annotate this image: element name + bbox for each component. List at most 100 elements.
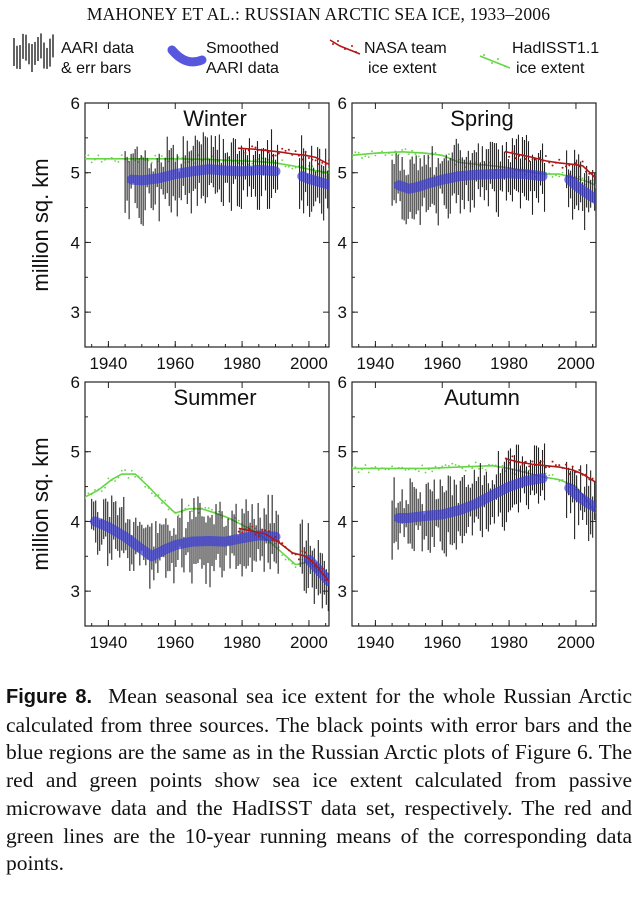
hadisst-point: [414, 153, 417, 156]
smoothed-band: [564, 174, 596, 205]
hadisst-point: [461, 467, 464, 470]
hadisst-point: [407, 153, 410, 155]
hadisst-point: [374, 154, 377, 157]
legend-nasa-point: [337, 40, 339, 42]
nasa-point: [574, 162, 577, 165]
y-tick-label: 5: [338, 164, 347, 183]
y-tick-label: 6: [338, 94, 347, 113]
y-tick-label: 6: [71, 94, 80, 113]
legend-nasa-point: [351, 45, 353, 47]
legend-smoothed-line1: Smoothed: [206, 40, 279, 57]
hadisst-point: [85, 154, 86, 157]
hadisst-point: [464, 469, 467, 472]
y-tick-label: 3: [71, 582, 80, 601]
plot-area: [352, 134, 596, 231]
hadisst-point: [367, 471, 370, 474]
nasa-point: [544, 155, 547, 158]
hadisst-point: [544, 472, 547, 475]
hadisst-point: [147, 159, 150, 162]
hadisst-point: [150, 161, 153, 164]
hadisst-point: [434, 465, 437, 468]
x-tick-label: 1960: [156, 354, 194, 373]
hadisst-point: [127, 476, 130, 479]
legend-smoothed-band: [167, 45, 207, 67]
nasa-point: [284, 149, 287, 152]
legend-smoothed-swatch: [167, 45, 207, 67]
hadisst-point: [154, 495, 157, 497]
smoothed-band: [393, 168, 548, 194]
legend: AARI data & err bars Smoothed AARI data …: [13, 33, 599, 77]
hadisst-point: [160, 502, 163, 504]
seasonal-sea-ice-figure: AARI data & err bars Smoothed AARI data …: [13, 33, 599, 652]
nasa-point: [317, 162, 320, 165]
legend-hadisst-point: [483, 54, 485, 56]
panel-title: Autumn: [444, 385, 520, 410]
hadisst-point: [454, 463, 457, 466]
nasa-point: [301, 550, 304, 553]
hadisst-point: [281, 159, 284, 162]
nasa-point: [511, 455, 514, 458]
nasa-point: [521, 463, 524, 466]
hadisst-point: [117, 161, 120, 163]
hadisst-point: [85, 497, 86, 500]
hadisst-point: [551, 473, 554, 476]
smoothed-band: [393, 473, 548, 523]
nasa-point: [301, 158, 304, 161]
hadisst-point: [384, 154, 387, 156]
nasa-point: [564, 165, 567, 168]
nasa-point: [514, 157, 517, 160]
hadisst-point: [411, 149, 414, 152]
y-tick-label: 6: [338, 373, 347, 392]
hadisst-point: [424, 471, 427, 474]
x-tick-label: 1980: [223, 354, 261, 373]
y-tick-label: 3: [71, 303, 80, 322]
nasa-point: [274, 154, 277, 157]
nasa-point: [554, 464, 557, 467]
x-tick-label: 1940: [356, 633, 394, 652]
nasa-point: [531, 460, 534, 463]
hadisst-point: [160, 155, 163, 157]
hadisst-point: [107, 477, 110, 480]
x-tick-label: 1940: [89, 633, 127, 652]
y-tick-label: 3: [338, 582, 347, 601]
hadisst-point: [451, 462, 454, 465]
x-tick-label: 1940: [89, 354, 127, 373]
nasa-point: [237, 530, 240, 533]
legend-aari-line2: & err bars: [61, 60, 131, 77]
hadisst-point: [361, 157, 363, 159]
legend-hadisst-line2: ice extent: [516, 60, 585, 77]
legend-aari-swatch: [13, 33, 54, 72]
plot-frame: [351, 102, 597, 348]
x-tick-label: 2000: [290, 354, 328, 373]
y-axis-label: million sq. km: [28, 158, 53, 291]
hadisst-point: [474, 461, 477, 464]
hadisst-point: [87, 492, 90, 495]
legend-nasa-point: [344, 48, 346, 50]
x-tick-label: 1980: [490, 633, 528, 652]
nasa-point: [297, 558, 300, 561]
legend-nasa-point: [355, 51, 357, 53]
nasa-point: [294, 150, 297, 153]
hadisst-point: [401, 149, 404, 151]
hadisst-point: [100, 490, 103, 493]
legend-nasa-line2: ice extent: [368, 60, 437, 77]
nasa-point: [541, 460, 544, 463]
hadisst-point: [104, 486, 106, 489]
x-tick-label: 1980: [223, 633, 261, 652]
smoothed-band: [90, 516, 281, 562]
nasa-point: [511, 150, 514, 153]
hadisst-point: [551, 176, 554, 178]
y-tick-label: 5: [338, 443, 347, 462]
y-tick-label: 5: [71, 164, 80, 183]
hadisst-point: [114, 160, 116, 162]
nasa-point: [251, 145, 254, 148]
hadisst-point: [284, 165, 287, 168]
hadisst-point: [150, 492, 153, 495]
legend-hadisst-point: [497, 58, 499, 60]
hadisst-point: [484, 468, 487, 471]
nasa-line: [505, 151, 596, 179]
hadisst-point: [367, 156, 370, 159]
hadisst-point: [134, 475, 137, 478]
nasa-point: [304, 551, 307, 554]
nasa-point: [244, 151, 247, 154]
